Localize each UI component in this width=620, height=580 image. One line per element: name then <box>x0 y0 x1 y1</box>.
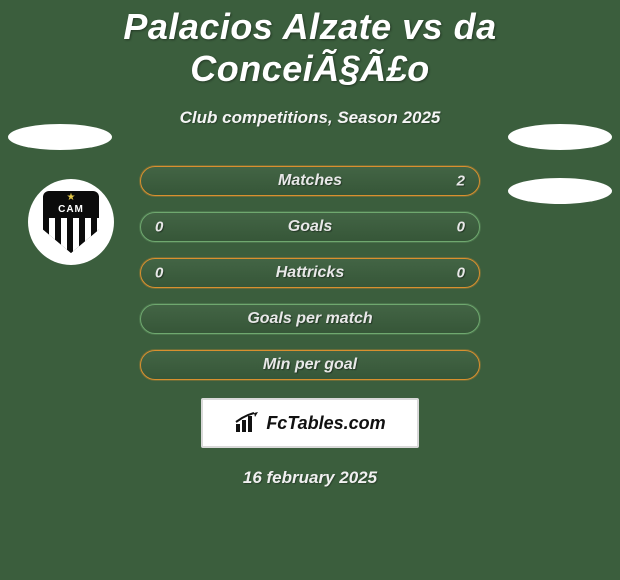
player-left-club-badge: ★ CAM <box>28 179 114 265</box>
club-abbrev: CAM <box>58 204 84 215</box>
club-shield-icon: ★ CAM <box>43 191 99 253</box>
bar-chart-icon <box>234 412 260 434</box>
stat-row-hattricks: 0 Hattricks 0 <box>140 258 480 288</box>
player-right-photo-placeholder <box>508 124 612 150</box>
star-icon: ★ <box>67 193 76 203</box>
stat-label: Min per goal <box>263 356 357 374</box>
stat-row-goals-per-match: Goals per match <box>140 304 480 334</box>
branding-box: FcTables.com <box>201 398 419 448</box>
player-left-photo-placeholder <box>8 124 112 150</box>
club-stripes <box>43 218 99 253</box>
footer-date: 16 february 2025 <box>0 468 620 488</box>
stat-row-matches: Matches 2 <box>140 166 480 196</box>
stat-label: Goals per match <box>247 310 372 328</box>
stat-left-value: 0 <box>155 265 163 282</box>
stat-left-value: 0 <box>155 219 163 236</box>
player-right-club-placeholder <box>508 178 612 204</box>
stat-row-min-per-goal: Min per goal <box>140 350 480 380</box>
page-title: Palacios Alzate vs da ConceiÃ§Ã£o <box>0 0 620 90</box>
stat-right-value: 2 <box>457 173 465 190</box>
stat-right-value: 0 <box>457 219 465 236</box>
stat-label: Matches <box>278 172 342 190</box>
stat-label: Goals <box>288 218 332 236</box>
stats-container: Matches 2 0 Goals 0 0 Hattricks 0 Goals … <box>140 166 480 380</box>
page-subtitle: Club competitions, Season 2025 <box>0 108 620 128</box>
stat-label: Hattricks <box>276 264 344 282</box>
stat-row-goals: 0 Goals 0 <box>140 212 480 242</box>
branding-text: FcTables.com <box>266 413 385 434</box>
stat-right-value: 0 <box>457 265 465 282</box>
